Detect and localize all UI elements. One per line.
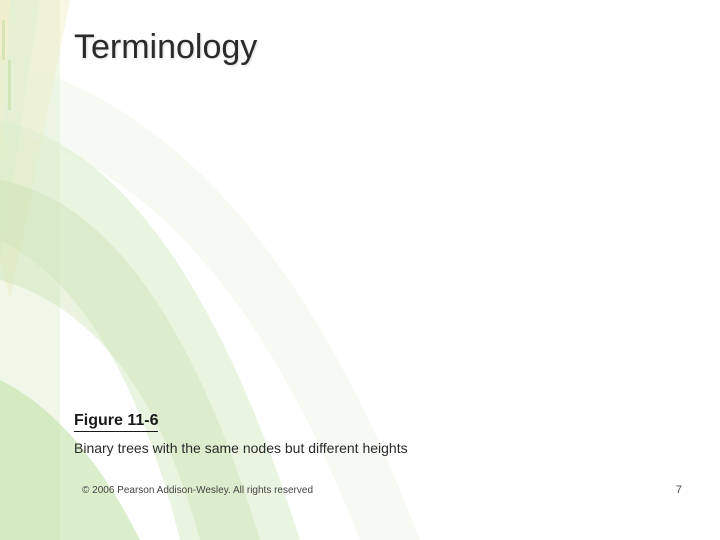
copyright-text: © 2006 Pearson Addison-Wesley. All right… [82, 485, 313, 496]
slide-content-area: Terminology Figure 11-6 Binary trees wit… [0, 0, 720, 540]
page-number: 7 [676, 484, 682, 496]
slide-title: Terminology [74, 28, 257, 67]
figure-label: Figure 11-6 [74, 412, 158, 432]
figure-caption: Binary trees with the same nodes but dif… [74, 440, 408, 456]
